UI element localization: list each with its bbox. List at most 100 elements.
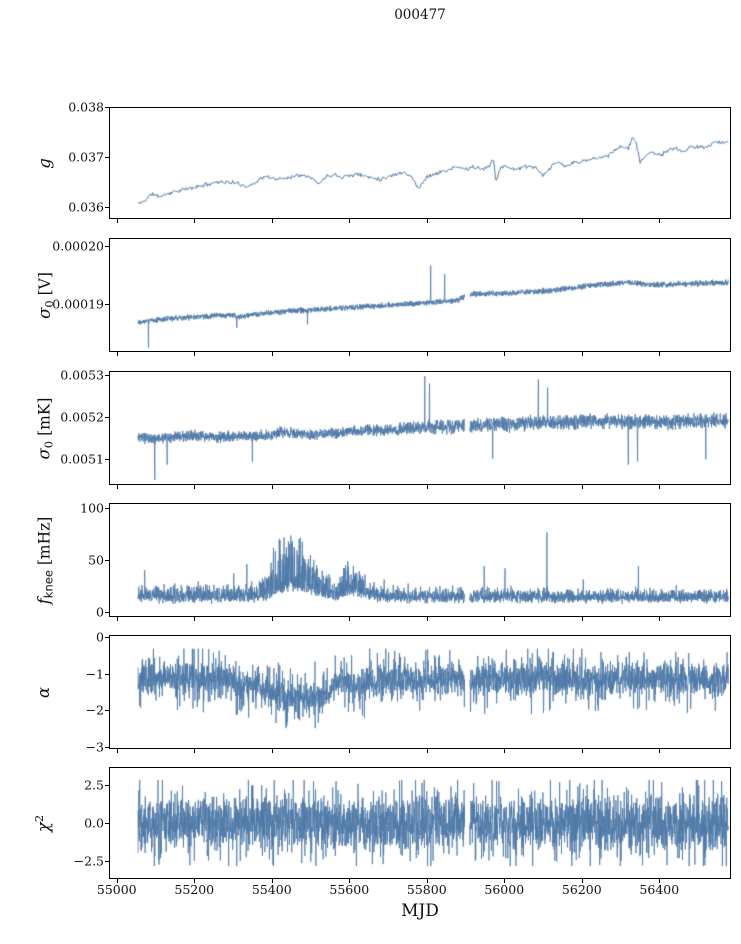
x-tick-mark xyxy=(426,485,428,489)
y-tick-label: −1 xyxy=(85,666,104,682)
y-tick-mark xyxy=(105,417,109,419)
x-tick-label: 55000 xyxy=(96,882,137,897)
x-tick-mark xyxy=(349,219,351,223)
y-tick-label: 0.00020 xyxy=(52,238,104,254)
alpha-series xyxy=(110,636,730,748)
x-tick-mark xyxy=(659,617,661,621)
y-tick-label: 0 xyxy=(96,604,104,620)
y-tick-mark xyxy=(105,861,109,863)
y-tick-mark xyxy=(105,507,109,509)
x-tick-mark xyxy=(581,352,583,356)
y-tick-mark xyxy=(105,107,109,108)
x-tick-mark xyxy=(581,879,583,883)
x-tick-mark xyxy=(116,617,118,621)
y-tick-mark xyxy=(105,157,109,158)
x-tick-mark xyxy=(194,485,196,489)
y-tick-label: 0.038 xyxy=(68,99,104,115)
y-tick-mark xyxy=(105,246,109,248)
y-axis-label-chi2: χ2 xyxy=(26,767,62,879)
x-tick-mark xyxy=(271,219,273,223)
x-tick-mark xyxy=(426,352,428,356)
y-axis-label-text: fknee [mHz] xyxy=(34,516,56,604)
x-tick-mark xyxy=(349,617,351,621)
y-axis-label-text: σ0 [V] xyxy=(34,271,56,319)
x-tick-mark xyxy=(504,219,506,223)
y-axis-label-sigma0_mK: σ0 [mK] xyxy=(26,371,62,485)
y-tick-mark xyxy=(105,303,109,305)
x-tick-label: 56000 xyxy=(484,882,525,897)
y-tick-label: 0.0051 xyxy=(60,451,104,467)
y-axis-label-sigma0_V: σ0 [V] xyxy=(26,238,62,352)
x-tick-mark xyxy=(504,485,506,489)
y-tick-label: 100 xyxy=(80,500,104,516)
x-tick-mark xyxy=(426,879,428,883)
y-tick-label: 0.0 xyxy=(84,815,104,831)
x-tick-mark xyxy=(504,879,506,883)
y-tick-mark xyxy=(105,784,109,786)
x-tick-mark xyxy=(194,749,196,753)
y-tick-mark xyxy=(105,823,109,824)
y-axis-label-text: g xyxy=(34,157,54,169)
x-tick-mark xyxy=(349,879,351,883)
x-tick-label: 56200 xyxy=(561,882,602,897)
g-series xyxy=(110,108,730,218)
x-tick-mark xyxy=(271,617,273,621)
y-tick-mark xyxy=(105,560,109,561)
y-tick-mark xyxy=(105,612,109,613)
x-tick-mark xyxy=(271,485,273,489)
x-tick-mark xyxy=(581,219,583,223)
x-tick-mark xyxy=(194,879,196,883)
x-tick-mark xyxy=(659,879,661,883)
x-tick-label: 55400 xyxy=(251,882,292,897)
chi2-series xyxy=(110,768,730,878)
x-tick-mark xyxy=(194,219,196,223)
panel-g xyxy=(109,107,731,219)
figure-title: 000477 xyxy=(394,7,446,23)
panel-sigma0_mK xyxy=(109,371,731,485)
y-axis-label-alpha: α xyxy=(26,635,62,749)
x-tick-mark xyxy=(271,352,273,356)
x-tick-mark xyxy=(271,879,273,883)
fknee-series xyxy=(110,504,730,616)
panel-sigma0_V xyxy=(109,238,731,352)
y-tick-mark xyxy=(105,673,109,675)
panel-chi2 xyxy=(109,767,731,879)
x-tick-mark xyxy=(116,219,118,223)
y-tick-label: −2 xyxy=(85,702,104,718)
x-tick-mark xyxy=(116,352,118,356)
x-tick-label: 56400 xyxy=(639,882,680,897)
x-tick-mark xyxy=(581,485,583,489)
x-tick-mark xyxy=(659,219,661,223)
y-axis-label-fknee: fknee [mHz] xyxy=(26,503,62,617)
y-axis-label-text: σ0 [mK] xyxy=(34,397,56,459)
y-tick-label: 0.036 xyxy=(68,199,104,215)
x-tick-mark xyxy=(659,749,661,753)
y-tick-mark xyxy=(105,747,109,749)
x-tick-mark xyxy=(581,749,583,753)
sigma0_mK-series xyxy=(110,372,730,484)
panel-alpha xyxy=(109,635,731,749)
y-tick-mark xyxy=(105,710,109,712)
x-tick-mark xyxy=(426,617,428,621)
panel-fknee xyxy=(109,503,731,617)
y-tick-label: 0.037 xyxy=(68,149,104,165)
x-tick-mark xyxy=(349,352,351,356)
y-tick-label: 0.0053 xyxy=(60,367,104,383)
x-tick-mark xyxy=(659,485,661,489)
y-tick-mark xyxy=(105,636,109,638)
x-tick-label: 55200 xyxy=(174,882,215,897)
x-tick-mark xyxy=(659,352,661,356)
x-tick-mark xyxy=(349,749,351,753)
y-tick-label: 0 xyxy=(96,629,104,645)
y-tick-label: 0.00019 xyxy=(52,296,104,312)
y-axis-label-text: χ2 xyxy=(32,814,54,832)
y-tick-mark xyxy=(105,375,109,377)
y-tick-label: −2.5 xyxy=(73,853,104,869)
y-tick-label: −3 xyxy=(85,739,104,755)
x-tick-mark xyxy=(504,749,506,753)
x-axis-label: MJD xyxy=(401,901,439,921)
y-axis-label-g: g xyxy=(26,107,62,219)
y-tick-mark xyxy=(105,459,109,460)
x-tick-mark xyxy=(504,352,506,356)
